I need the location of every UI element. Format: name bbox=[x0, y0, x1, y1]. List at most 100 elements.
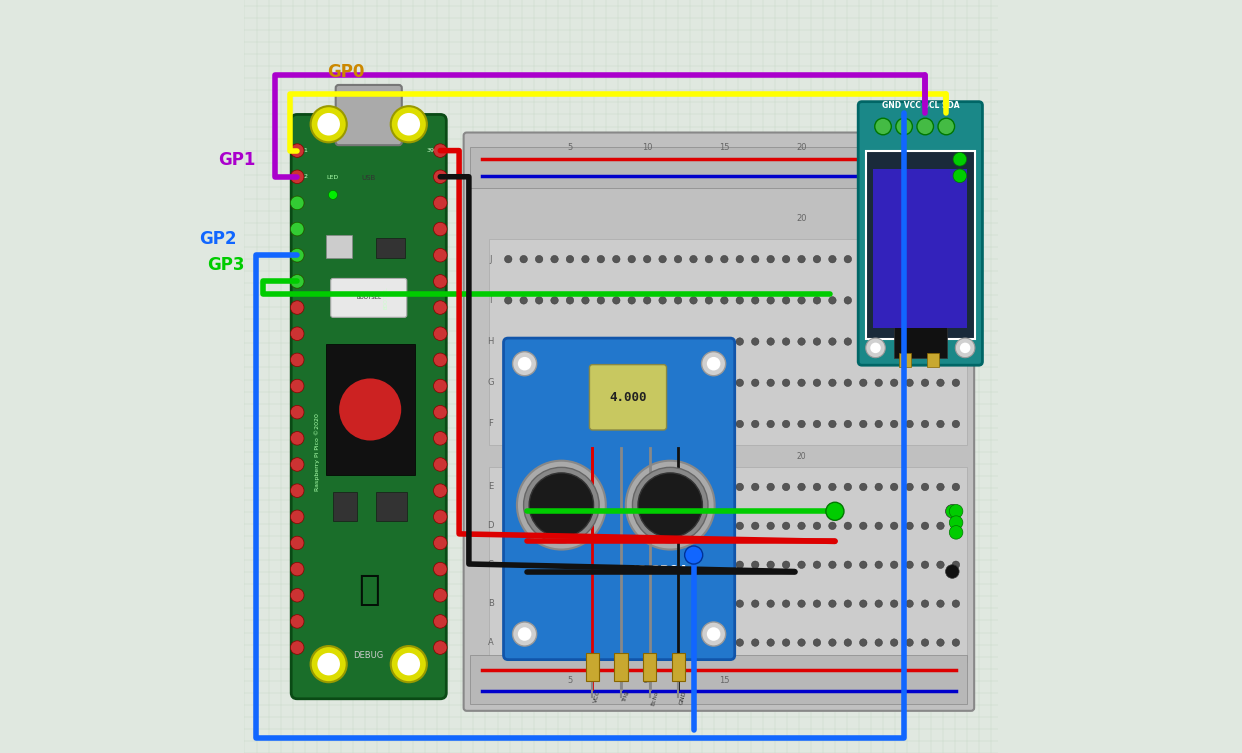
Circle shape bbox=[828, 600, 836, 608]
Circle shape bbox=[845, 522, 852, 529]
Circle shape bbox=[504, 600, 512, 608]
Circle shape bbox=[782, 522, 790, 529]
Circle shape bbox=[737, 379, 744, 386]
Circle shape bbox=[323, 544, 415, 636]
Circle shape bbox=[674, 483, 682, 491]
Circle shape bbox=[566, 420, 574, 428]
Circle shape bbox=[874, 379, 883, 386]
Text: 15: 15 bbox=[719, 143, 729, 152]
Circle shape bbox=[433, 536, 447, 550]
Circle shape bbox=[874, 600, 883, 608]
Circle shape bbox=[953, 169, 966, 183]
Circle shape bbox=[513, 622, 537, 646]
Circle shape bbox=[874, 338, 883, 346]
Circle shape bbox=[859, 600, 867, 608]
Circle shape bbox=[874, 255, 883, 263]
Circle shape bbox=[917, 118, 934, 135]
Circle shape bbox=[828, 297, 836, 304]
Circle shape bbox=[960, 343, 970, 353]
Circle shape bbox=[936, 379, 944, 386]
Circle shape bbox=[433, 589, 447, 602]
Circle shape bbox=[953, 600, 960, 608]
Circle shape bbox=[922, 420, 929, 428]
Circle shape bbox=[689, 483, 697, 491]
Text: E: E bbox=[488, 483, 493, 492]
Circle shape bbox=[612, 600, 620, 608]
Circle shape bbox=[291, 170, 304, 184]
Circle shape bbox=[859, 639, 867, 646]
Circle shape bbox=[814, 600, 821, 608]
Circle shape bbox=[291, 405, 304, 419]
Bar bbox=[471, 147, 968, 188]
Circle shape bbox=[550, 561, 559, 569]
Circle shape bbox=[520, 420, 528, 428]
Circle shape bbox=[566, 600, 574, 608]
Circle shape bbox=[705, 483, 713, 491]
Circle shape bbox=[737, 338, 744, 346]
Circle shape bbox=[689, 561, 697, 569]
Circle shape bbox=[936, 639, 944, 646]
Text: 30: 30 bbox=[950, 143, 961, 152]
Circle shape bbox=[826, 502, 845, 520]
Circle shape bbox=[310, 106, 347, 142]
Circle shape bbox=[535, 639, 543, 646]
Text: 25: 25 bbox=[873, 215, 884, 224]
Circle shape bbox=[751, 338, 759, 346]
Circle shape bbox=[513, 352, 537, 376]
Circle shape bbox=[291, 222, 304, 236]
Circle shape bbox=[291, 248, 304, 262]
Circle shape bbox=[581, 639, 589, 646]
Circle shape bbox=[628, 600, 636, 608]
Circle shape bbox=[643, 338, 651, 346]
Circle shape bbox=[433, 458, 447, 471]
Circle shape bbox=[737, 639, 744, 646]
Text: Trig: Trig bbox=[622, 690, 630, 702]
Circle shape bbox=[874, 297, 883, 304]
Circle shape bbox=[628, 483, 636, 491]
Circle shape bbox=[658, 561, 667, 569]
Circle shape bbox=[859, 561, 867, 569]
Circle shape bbox=[581, 522, 589, 529]
Circle shape bbox=[891, 420, 898, 428]
Circle shape bbox=[433, 144, 447, 157]
Text: 25: 25 bbox=[873, 143, 884, 152]
Circle shape bbox=[433, 196, 447, 209]
Circle shape bbox=[658, 297, 667, 304]
Circle shape bbox=[524, 468, 599, 543]
Text: H: H bbox=[488, 337, 494, 346]
Circle shape bbox=[628, 522, 636, 529]
Circle shape bbox=[328, 191, 338, 200]
Circle shape bbox=[581, 297, 589, 304]
Circle shape bbox=[922, 561, 929, 569]
Circle shape bbox=[643, 255, 651, 263]
Circle shape bbox=[782, 379, 790, 386]
Circle shape bbox=[828, 522, 836, 529]
Circle shape bbox=[737, 420, 744, 428]
Circle shape bbox=[504, 561, 512, 569]
Bar bbox=[672, 653, 686, 681]
Circle shape bbox=[566, 561, 574, 569]
Circle shape bbox=[705, 561, 713, 569]
Bar bbox=[471, 655, 968, 704]
Circle shape bbox=[597, 420, 605, 428]
Circle shape bbox=[550, 522, 559, 529]
Bar bbox=[643, 653, 657, 681]
Bar bbox=[489, 239, 968, 444]
Text: 15: 15 bbox=[719, 675, 729, 684]
Bar bbox=[873, 169, 968, 328]
Circle shape bbox=[339, 379, 401, 441]
Circle shape bbox=[891, 297, 898, 304]
Text: HC-SR04: HC-SR04 bbox=[626, 564, 687, 578]
Circle shape bbox=[504, 639, 512, 646]
Circle shape bbox=[643, 297, 651, 304]
Circle shape bbox=[782, 483, 790, 491]
Bar bbox=[894, 324, 946, 358]
Bar bbox=[376, 238, 405, 258]
Circle shape bbox=[905, 379, 913, 386]
Circle shape bbox=[905, 639, 913, 646]
Circle shape bbox=[632, 468, 708, 543]
Circle shape bbox=[905, 255, 913, 263]
Circle shape bbox=[720, 561, 728, 569]
Circle shape bbox=[845, 561, 852, 569]
Circle shape bbox=[658, 338, 667, 346]
